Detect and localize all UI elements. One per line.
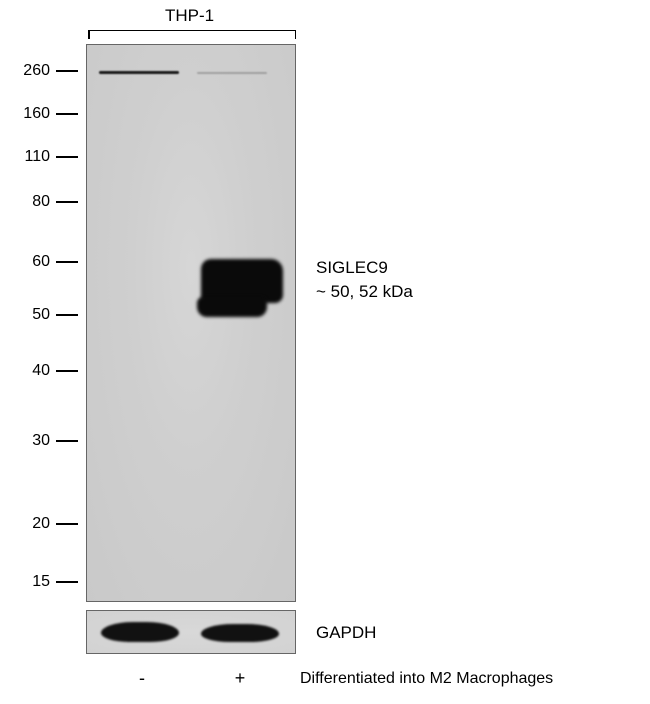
ladder-tick: 20 bbox=[14, 515, 78, 533]
ladder-tick: 160 bbox=[14, 105, 78, 123]
condition-caption: Differentiated into M2 Macrophages bbox=[300, 670, 553, 688]
condition-plus: + bbox=[230, 668, 250, 689]
ladder-value: 30 bbox=[14, 432, 50, 450]
ladder-dash bbox=[56, 156, 78, 158]
ladder-tick: 110 bbox=[14, 148, 78, 166]
ladder-value: 110 bbox=[14, 148, 50, 166]
siglec9-band-lower bbox=[197, 297, 267, 317]
blot-background bbox=[87, 45, 295, 601]
ladder-dash bbox=[56, 70, 78, 72]
ladder-dash bbox=[56, 201, 78, 203]
ladder-dash bbox=[56, 440, 78, 442]
ladder-dash bbox=[56, 370, 78, 372]
ladder-value: 15 bbox=[14, 573, 50, 591]
sample-bracket bbox=[88, 30, 296, 31]
ladder-value: 40 bbox=[14, 362, 50, 380]
ladder-tick: 15 bbox=[14, 573, 78, 591]
nonspecific-band-lane1 bbox=[99, 71, 179, 74]
ladder-tick: 40 bbox=[14, 362, 78, 380]
ladder-dash bbox=[56, 581, 78, 583]
ladder-value: 20 bbox=[14, 515, 50, 533]
molecular-weight-label: ~ 50, 52 kDa bbox=[316, 282, 413, 302]
ladder-value: 260 bbox=[14, 62, 50, 80]
ladder-dash bbox=[56, 314, 78, 316]
gapdh-band-lane2 bbox=[201, 624, 279, 642]
condition-minus: - bbox=[132, 668, 152, 689]
gapdh-band-lane1 bbox=[101, 622, 179, 642]
ladder-value: 80 bbox=[14, 193, 50, 211]
ladder-tick: 30 bbox=[14, 432, 78, 450]
protein-name-label: SIGLEC9 bbox=[316, 258, 388, 278]
ladder-tick: 260 bbox=[14, 62, 78, 80]
ladder-value: 60 bbox=[14, 253, 50, 271]
main-blot bbox=[86, 44, 296, 602]
gapdh-label: GAPDH bbox=[316, 623, 376, 643]
nonspecific-band-lane2-faint bbox=[197, 72, 267, 74]
ladder-value: 50 bbox=[14, 306, 50, 324]
loading-control-blot bbox=[86, 610, 296, 654]
ladder-dash bbox=[56, 261, 78, 263]
ladder-dash bbox=[56, 523, 78, 525]
ladder-value: 160 bbox=[14, 105, 50, 123]
ladder-dash bbox=[56, 113, 78, 115]
ladder-tick: 50 bbox=[14, 306, 78, 324]
sample-label: THP-1 bbox=[165, 6, 214, 26]
ladder-tick: 80 bbox=[14, 193, 78, 211]
western-blot-figure: THP-1 260 160 110 80 60 50 40 30 20 15 S… bbox=[0, 0, 650, 704]
ladder-tick: 60 bbox=[14, 253, 78, 271]
